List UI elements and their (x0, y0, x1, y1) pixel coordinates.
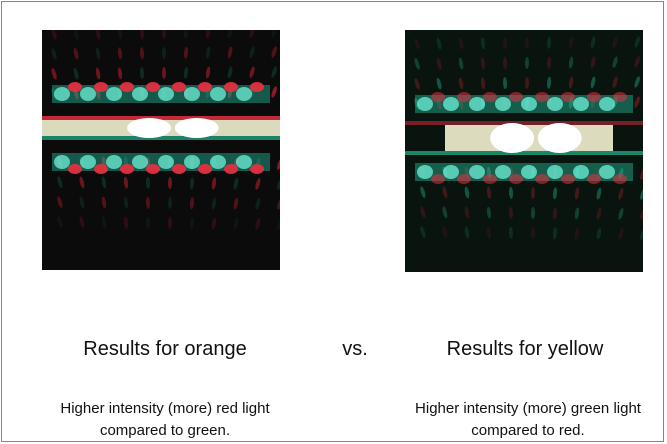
center-glow (538, 123, 582, 153)
light-spot (236, 155, 252, 169)
light-spot (561, 92, 575, 102)
light-spot (599, 165, 615, 179)
light-spot (198, 82, 212, 92)
light-spot (172, 82, 186, 92)
light-spot (483, 92, 497, 102)
center-band-edge (405, 151, 643, 155)
light-spot (106, 155, 122, 169)
light-spot (573, 97, 589, 111)
light-spot (443, 97, 459, 111)
light-spot (417, 165, 433, 179)
center-band-edge (405, 121, 643, 125)
light-spot (495, 97, 511, 111)
light-spot (146, 164, 160, 174)
light-spot (561, 174, 575, 184)
left-description: Higher intensity (more) red light compar… (30, 398, 300, 442)
light-spot (198, 164, 212, 174)
light-spot (54, 87, 70, 101)
light-spot (509, 174, 523, 184)
right-description: Higher intensity (more) green light comp… (392, 398, 664, 442)
center-glow (490, 123, 534, 153)
light-spot (132, 155, 148, 169)
light-spot (172, 164, 186, 174)
light-spot (443, 165, 459, 179)
light-spot (535, 174, 549, 184)
separator: vs. (330, 338, 380, 361)
light-spot (94, 82, 108, 92)
light-spot (535, 92, 549, 102)
light-spot (68, 164, 82, 174)
light-spot (120, 164, 134, 174)
light-spot (210, 155, 226, 169)
light-spot (547, 97, 563, 111)
light-spot (236, 87, 252, 101)
light-spot (250, 82, 264, 92)
light-spot (431, 92, 445, 102)
light-spot (224, 164, 238, 174)
light-spot (573, 165, 589, 179)
light-spot (94, 164, 108, 174)
light-spot (469, 165, 485, 179)
center-glow (127, 118, 171, 138)
light-spot (184, 87, 200, 101)
light-spot (250, 164, 264, 174)
light-spot (224, 82, 238, 92)
light-spot (158, 87, 174, 101)
slide: Results for orange vs. Results for yello… (0, 0, 667, 444)
light-spot (521, 97, 537, 111)
light-spot (547, 165, 563, 179)
light-spot (132, 87, 148, 101)
light-spot (417, 97, 433, 111)
light-spot (613, 174, 627, 184)
center-band-edge (42, 116, 280, 120)
center-glow (175, 118, 219, 138)
light-spot (80, 87, 96, 101)
right-title: Results for yellow (400, 338, 650, 361)
light-spot (146, 82, 160, 92)
light-spot (599, 97, 615, 111)
light-spot (54, 155, 70, 169)
light-spot (68, 82, 82, 92)
light-spot (158, 155, 174, 169)
orange-diffraction-image (42, 30, 280, 270)
light-spot (613, 92, 627, 102)
yellow-diffraction-image (405, 30, 643, 272)
light-spot (509, 92, 523, 102)
center-band-edge (42, 136, 280, 140)
light-spot (457, 174, 471, 184)
left-title: Results for orange (40, 338, 290, 361)
light-spot (106, 87, 122, 101)
light-spot (495, 165, 511, 179)
light-spot (80, 155, 96, 169)
light-spot (184, 155, 200, 169)
light-spot (521, 165, 537, 179)
light-spot (120, 82, 134, 92)
light-spot (587, 174, 601, 184)
light-spot (210, 87, 226, 101)
page: Results comparison {"left": {"title": "R… (0, 0, 667, 444)
light-spot (457, 92, 471, 102)
light-spot (469, 97, 485, 111)
light-spot (587, 92, 601, 102)
light-spot (483, 174, 497, 184)
light-spot (431, 174, 445, 184)
